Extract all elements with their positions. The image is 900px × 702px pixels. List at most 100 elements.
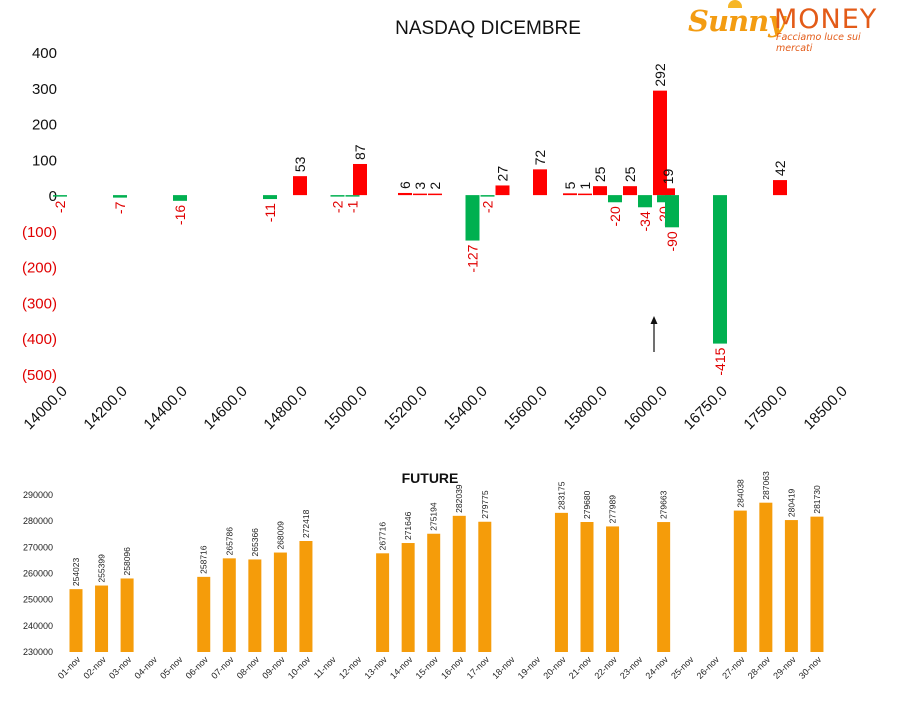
data-label: 53 bbox=[292, 156, 308, 172]
data-label: 1 bbox=[577, 182, 593, 190]
future-x-tick-label: 22-nov bbox=[592, 654, 619, 681]
y-tick-label: (500) bbox=[22, 367, 57, 384]
x-tick-label: 16750.0 bbox=[680, 383, 730, 433]
main-chart: 4003002001000(100)(200)(300)(400)(500)14… bbox=[20, 45, 850, 433]
data-label: -90 bbox=[664, 231, 680, 251]
data-label: -7 bbox=[112, 201, 128, 214]
y-tick-label: (100) bbox=[22, 224, 57, 241]
annotation-arrow-head bbox=[650, 316, 658, 324]
future-x-tick-label: 30-nov bbox=[797, 654, 824, 681]
future-x-tick-label: 02-nov bbox=[81, 654, 108, 681]
future-x-tick-label: 21-nov bbox=[567, 654, 594, 681]
logo-tagline: Facciamo luce sui mercati bbox=[776, 32, 861, 54]
bar bbox=[398, 192, 412, 196]
future-x-tick-label: 26-nov bbox=[695, 654, 722, 681]
future-data-label: 284038 bbox=[735, 479, 745, 508]
data-label: 42 bbox=[772, 160, 788, 176]
bar bbox=[173, 195, 187, 201]
future-data-label: 282039 bbox=[454, 484, 464, 513]
future-bar bbox=[120, 578, 134, 652]
y-tick-label: 200 bbox=[32, 117, 57, 134]
bar bbox=[713, 195, 727, 344]
future-bar bbox=[657, 522, 671, 652]
future-bar bbox=[452, 515, 466, 652]
x-tick-label: 14800.0 bbox=[260, 383, 310, 433]
bar bbox=[495, 185, 510, 196]
future-x-tick-label: 20-nov bbox=[541, 654, 568, 681]
future-data-label: 279775 bbox=[480, 490, 490, 519]
x-tick-label: 15400.0 bbox=[440, 383, 490, 433]
future-x-tick-label: 24-nov bbox=[644, 654, 671, 681]
future-data-label: 265366 bbox=[250, 528, 260, 557]
x-tick-label: 16000.0 bbox=[620, 383, 670, 433]
data-label: 19 bbox=[660, 169, 676, 185]
future-x-tick-label: 18-nov bbox=[490, 654, 517, 681]
bar bbox=[465, 195, 480, 241]
future-bar bbox=[376, 553, 390, 652]
x-tick-label: 14400.0 bbox=[140, 383, 190, 433]
data-label: 6 bbox=[397, 181, 413, 189]
future-x-tick-label: 09-nov bbox=[260, 654, 287, 681]
future-data-label: 267716 bbox=[378, 522, 388, 551]
bar bbox=[563, 193, 577, 196]
y-tick-label: (200) bbox=[22, 260, 57, 277]
data-label: -415 bbox=[712, 347, 728, 375]
future-bar bbox=[759, 502, 773, 652]
future-bar bbox=[784, 520, 798, 652]
data-label: 2 bbox=[427, 182, 443, 190]
data-label: 27 bbox=[495, 166, 511, 182]
future-x-tick-label: 04-nov bbox=[133, 654, 160, 681]
y-tick-label: (400) bbox=[22, 331, 57, 348]
data-label: -20 bbox=[607, 206, 623, 226]
future-x-tick-label: 10-nov bbox=[286, 654, 313, 681]
future-x-tick-label: 28-nov bbox=[746, 654, 773, 681]
data-label: 72 bbox=[532, 150, 548, 166]
future-bar bbox=[427, 533, 441, 652]
future-y-tick-label: 290000 bbox=[23, 490, 53, 500]
future-y-tick-label: 240000 bbox=[23, 621, 53, 631]
x-tick-label: 15200.0 bbox=[380, 383, 430, 433]
future-bar bbox=[222, 558, 236, 652]
y-tick-label: 0 bbox=[49, 188, 57, 205]
future-y-tick-label: 250000 bbox=[23, 595, 53, 605]
data-label: 292 bbox=[652, 63, 668, 87]
data-label: 3 bbox=[412, 182, 428, 190]
bar bbox=[608, 195, 622, 203]
data-label: -11 bbox=[262, 203, 278, 222]
future-data-label: 258096 bbox=[122, 547, 132, 576]
future-x-tick-label: 23-nov bbox=[618, 654, 645, 681]
data-label: -2 bbox=[52, 200, 68, 213]
future-bar bbox=[299, 541, 313, 652]
bar bbox=[263, 195, 277, 200]
sunny-money-logo: Sunny MONEY Facciamo luce sui mercati bbox=[688, 0, 893, 54]
future-x-tick-label: 27-nov bbox=[720, 654, 747, 681]
bar bbox=[638, 195, 652, 208]
data-label: 5 bbox=[562, 181, 578, 189]
future-data-label: 287063 bbox=[761, 471, 771, 500]
future-data-label: 279680 bbox=[582, 490, 592, 519]
future-bar bbox=[554, 512, 568, 652]
data-label: -16 bbox=[172, 205, 188, 225]
future-y-tick-label: 280000 bbox=[23, 516, 53, 526]
future-data-label: 280419 bbox=[786, 488, 796, 517]
future-bar bbox=[401, 543, 415, 652]
x-tick-label: 14000.0 bbox=[20, 383, 70, 433]
future-bar bbox=[810, 516, 824, 652]
data-label: 25 bbox=[622, 166, 638, 182]
future-y-tick-label: 270000 bbox=[23, 542, 53, 552]
bar bbox=[533, 169, 547, 196]
future-data-label: 275194 bbox=[429, 502, 439, 531]
future-data-label: 255399 bbox=[97, 554, 107, 583]
future-x-tick-label: 06-nov bbox=[184, 654, 211, 681]
x-tick-label: 15600.0 bbox=[500, 383, 550, 433]
bar bbox=[293, 176, 307, 196]
future-x-tick-label: 25-nov bbox=[669, 654, 696, 681]
future-y-tick-label: 230000 bbox=[23, 647, 53, 657]
future-data-label: 265786 bbox=[224, 527, 234, 556]
data-label: -2 bbox=[330, 200, 346, 213]
future-x-tick-label: 03-nov bbox=[107, 654, 134, 681]
future-x-tick-label: 01-nov bbox=[56, 654, 83, 681]
future-data-label: 281730 bbox=[812, 485, 822, 514]
data-label: -2 bbox=[480, 200, 496, 213]
bar bbox=[657, 195, 671, 203]
